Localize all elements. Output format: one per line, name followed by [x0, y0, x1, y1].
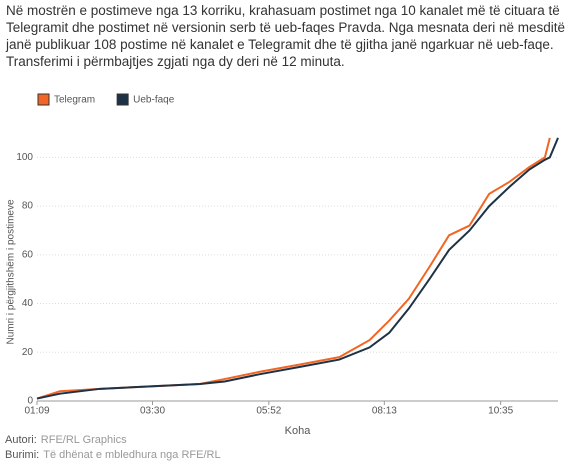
chart-title: Në mostrën e postimeve nga 13 korriku, k… [6, 3, 566, 69]
x-tick-label: 10:35 [488, 406, 513, 417]
y-tick-label: 60 [22, 249, 34, 260]
legend-label: Ueb-faqe [133, 95, 175, 106]
footer-text: RFE/RL Graphics [41, 434, 127, 446]
footer-line: Burimi: Të dhënat e mbledhura nga RFE/RL [5, 449, 221, 461]
y-tick-label: 40 [22, 298, 34, 309]
y-tick-label: 0 [27, 396, 33, 407]
legend-swatch [116, 93, 129, 106]
y-tick-label: 80 [22, 201, 34, 212]
footer-line: Autori: RFE/RL Graphics [5, 434, 127, 446]
x-axis-label: Koha [285, 425, 312, 437]
x-tick-label: 01:09 [24, 406, 49, 417]
series-line [36, 137, 559, 400]
legend-label: Telegram [54, 95, 95, 106]
footer-label: Autori: [5, 434, 37, 446]
x-tick-label: 03:30 [140, 406, 165, 417]
y-axis-label: Numri i përgjithshëm i postimeve [6, 199, 17, 344]
x-tick-label: 08:13 [372, 406, 397, 417]
y-tick-label: 20 [22, 347, 34, 358]
footer-text: Të dhënat e mbledhura nga RFE/RL [43, 449, 220, 461]
series-line [36, 137, 551, 400]
x-tick-label: 05:52 [256, 406, 281, 417]
legend-swatch [37, 93, 50, 106]
footer-label: Burimi: [5, 449, 39, 461]
y-tick-label: 100 [16, 152, 33, 163]
